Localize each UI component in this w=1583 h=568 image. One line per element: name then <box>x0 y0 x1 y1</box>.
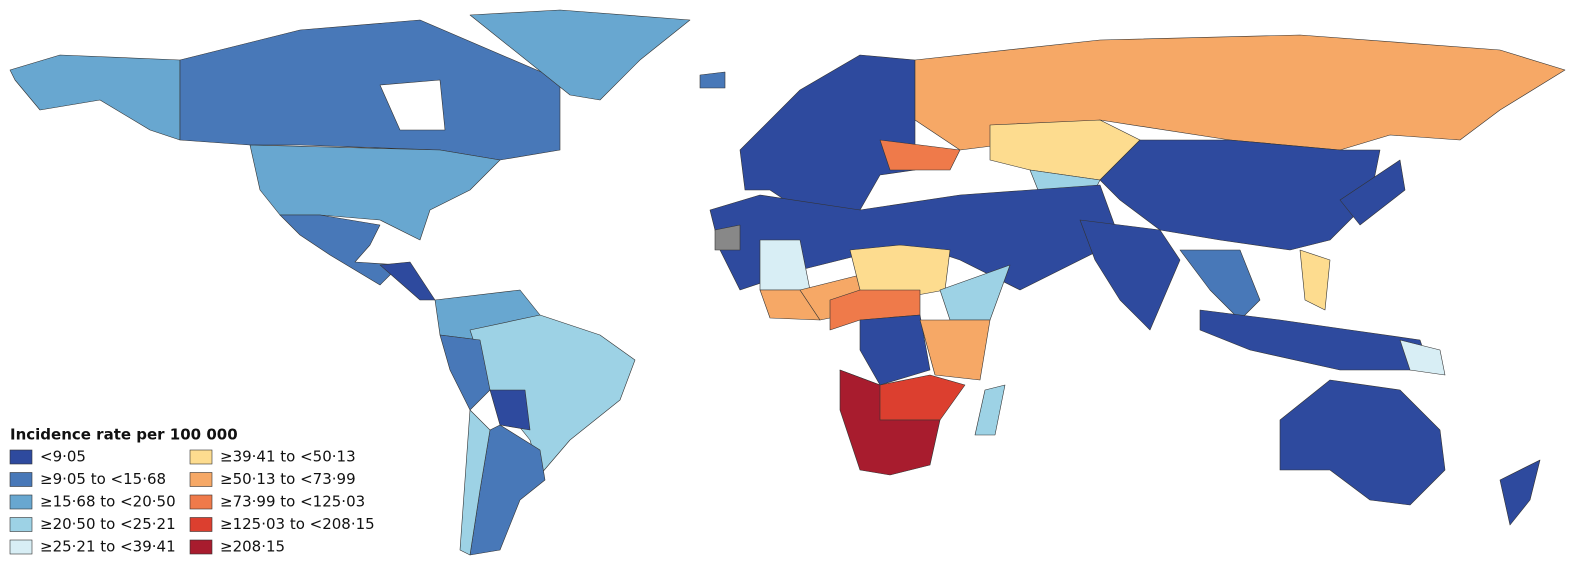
legend-swatch <box>189 472 213 487</box>
legend-label: ≥125·03 to <208·15 <box>220 515 375 533</box>
legend-label: ≥73·99 to <125·03 <box>220 493 365 511</box>
iceland <box>699 71 726 89</box>
india <box>1079 219 1181 331</box>
indonesia <box>1199 309 1431 371</box>
legend-label: ≥15·68 to <20·50 <box>40 493 176 511</box>
legend-swatch <box>9 472 33 487</box>
legend-label: ≥9·05 to <15·68 <box>40 470 166 488</box>
bolivia <box>489 389 531 431</box>
legend-label: ≥39·41 to <50·13 <box>220 448 356 466</box>
legend-label: ≥208·15 <box>220 538 285 556</box>
central-america <box>379 261 436 301</box>
europe <box>739 54 916 211</box>
legend: Incidence rate per 100 000 <9·05 ≥9·05 to… <box>9 426 375 556</box>
legend-swatch <box>189 517 213 532</box>
southeast-asia <box>1179 249 1261 321</box>
legend-swatch <box>9 517 33 532</box>
new-zealand <box>1499 459 1541 526</box>
countries <box>9 9 1566 556</box>
legend-swatch <box>9 449 33 465</box>
ethiopia-somalia <box>939 264 1011 321</box>
legend-swatch <box>189 449 213 465</box>
legend-label: ≥20·50 to <25·21 <box>40 515 176 533</box>
east-africa <box>919 319 991 381</box>
legend-swatch <box>9 539 33 555</box>
china <box>1099 139 1381 251</box>
legend-swatch <box>189 494 213 510</box>
ukraine <box>879 139 961 171</box>
hudson-bay <box>379 79 446 131</box>
legend-label: ≥25·21 to <39·41 <box>40 538 176 556</box>
south-africa <box>839 369 941 476</box>
philippines <box>1299 249 1331 311</box>
legend-swatch <box>189 539 213 555</box>
papua-new-guinea <box>1399 339 1446 376</box>
chile <box>459 409 491 556</box>
mexico <box>279 214 401 286</box>
peru <box>439 334 491 411</box>
legend-title: Incidence rate per 100 000 <box>10 426 238 444</box>
usa <box>249 144 501 241</box>
greenland <box>469 9 691 101</box>
legend-swatch <box>9 494 33 510</box>
japan <box>1339 159 1406 226</box>
dr-congo <box>859 314 931 386</box>
australia <box>1279 379 1446 506</box>
western-sahara <box>714 224 741 251</box>
legend-label: ≥50·13 to <73·99 <box>220 470 356 488</box>
alaska <box>9 54 181 141</box>
legend-label: <9·05 <box>40 448 86 466</box>
madagascar <box>974 384 1006 436</box>
